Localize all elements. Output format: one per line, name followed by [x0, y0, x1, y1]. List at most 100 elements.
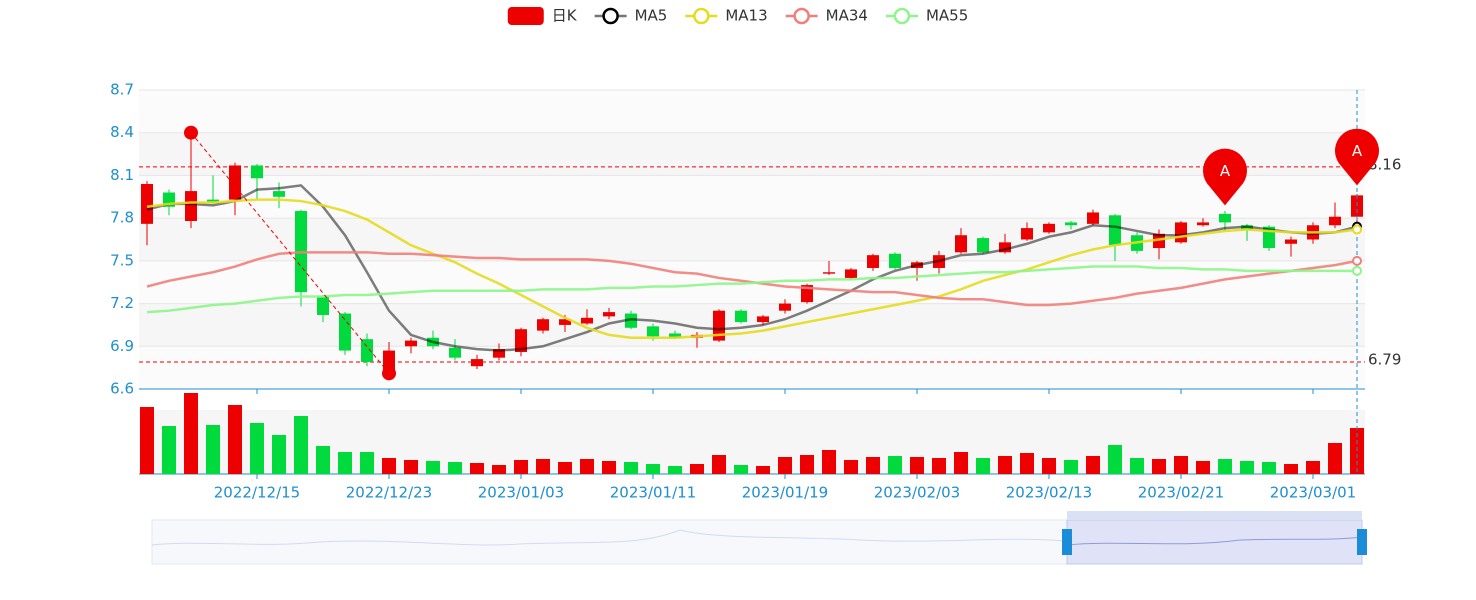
candle-body — [559, 319, 571, 325]
candle-body — [867, 255, 879, 268]
zoom-preview-selected — [1066, 536, 1363, 546]
candle-body — [1197, 222, 1209, 226]
candle-body — [845, 269, 857, 278]
volume-bar — [624, 462, 638, 474]
volume-bar — [272, 435, 286, 474]
candle-body — [515, 329, 527, 352]
x-tick-label: 2023/01/11 — [610, 484, 696, 502]
candle-body — [1175, 222, 1187, 243]
candle-body — [185, 191, 197, 221]
volume-bar — [536, 459, 550, 474]
split-area — [139, 132, 1365, 176]
legend-label: MA13 — [725, 7, 767, 25]
candle-body — [955, 235, 967, 253]
candle-body — [1043, 223, 1055, 233]
x-tick-label: 2022/12/23 — [346, 484, 432, 502]
x-tick-label: 2023/01/19 — [742, 484, 828, 502]
volume-bar — [1306, 461, 1320, 474]
volume-bar — [1108, 445, 1122, 474]
candle-body — [537, 319, 549, 331]
y-tick-label: 6.6 — [110, 380, 134, 398]
volume-bar — [910, 457, 924, 474]
y-tick-label: 6.9 — [110, 337, 134, 355]
volume-bar — [866, 457, 880, 474]
x-tick-label: 2023/02/21 — [1138, 484, 1224, 502]
volume-bar — [360, 452, 374, 474]
split-area — [139, 175, 1365, 219]
volume-bar — [206, 425, 220, 474]
candle-body — [1021, 228, 1033, 240]
zoom-handle-bar[interactable] — [1067, 511, 1362, 520]
candle-body — [647, 326, 659, 337]
legend-label: MA5 — [635, 7, 668, 25]
volume-bar — [712, 455, 726, 474]
volume-bar — [1240, 461, 1254, 474]
candle-body — [207, 199, 219, 203]
candle-body — [779, 303, 791, 311]
mark-pin-label: A — [1220, 162, 1231, 180]
legend-icon-dot — [693, 7, 710, 25]
volume-bar — [954, 452, 968, 474]
volume-bar — [382, 458, 396, 474]
candle-body — [317, 296, 329, 315]
volume-bar — [1086, 456, 1100, 474]
candle-body — [669, 333, 681, 338]
zoom-window[interactable] — [1066, 519, 1363, 565]
x-tick-label: 2023/02/03 — [874, 484, 960, 502]
x-tick-label: 2023/03/01 — [1270, 484, 1356, 502]
ma-end-point — [1352, 224, 1362, 235]
legend: 日K MA5 MA13 MA34 MA55 — [507, 7, 968, 25]
candle-body — [1065, 222, 1077, 226]
volume-bar — [558, 462, 572, 474]
legend-icon-dot — [793, 7, 810, 25]
candle-body — [581, 317, 593, 324]
y-tick-label: 7.2 — [110, 294, 134, 312]
volume-bar — [800, 455, 814, 474]
y-tick-label: 8.7 — [110, 81, 134, 99]
mark-pin — [1335, 128, 1380, 186]
mark-pin-label: A — [1352, 142, 1363, 160]
legend-icon-dot — [893, 7, 911, 25]
volume-bar — [1042, 458, 1056, 474]
candle-body — [1285, 239, 1297, 244]
ma-end-point — [1352, 255, 1362, 266]
y-tick-label: 8.1 — [110, 166, 134, 184]
volume-bar — [1284, 464, 1298, 474]
mark-line-label: 6.79 — [1368, 350, 1401, 368]
candle-body — [1219, 213, 1231, 223]
volume-bar — [1020, 453, 1034, 474]
candle-body — [823, 272, 835, 274]
y-tick-label: 8.4 — [110, 123, 134, 141]
candle-body — [735, 310, 747, 323]
volume-bar — [514, 460, 528, 474]
volume-bar — [294, 416, 308, 474]
candle-body — [493, 349, 505, 358]
legend-icon — [507, 7, 544, 25]
y-tick-label: 7.8 — [110, 209, 134, 227]
zoom-handle-left[interactable] — [1062, 529, 1072, 555]
volume-bar — [888, 456, 902, 474]
volume-bar — [1196, 461, 1210, 474]
candle-body — [449, 347, 461, 358]
volume-bar — [668, 466, 682, 474]
volume-bar — [338, 452, 352, 474]
candle-body — [361, 339, 373, 362]
volume-bar — [756, 466, 770, 474]
candle-body — [1329, 216, 1341, 226]
mark-pin — [1202, 148, 1248, 206]
x-tick-label: 2022/12/15 — [214, 484, 300, 502]
data-zoom[interactable] — [151, 511, 1367, 565]
volume-bar — [932, 458, 946, 474]
zoom-handle-right[interactable] — [1357, 529, 1367, 555]
min-point — [382, 366, 396, 381]
max-point — [184, 125, 198, 140]
candle-body — [141, 183, 153, 224]
volume-bar — [844, 460, 858, 474]
volume-bar — [404, 460, 418, 474]
x-tick-label: 2023/01/03 — [478, 484, 564, 502]
volume-bar — [1218, 459, 1232, 474]
volume-bar — [1064, 460, 1078, 474]
volume-bar — [976, 458, 990, 474]
volume-bar — [140, 407, 154, 474]
